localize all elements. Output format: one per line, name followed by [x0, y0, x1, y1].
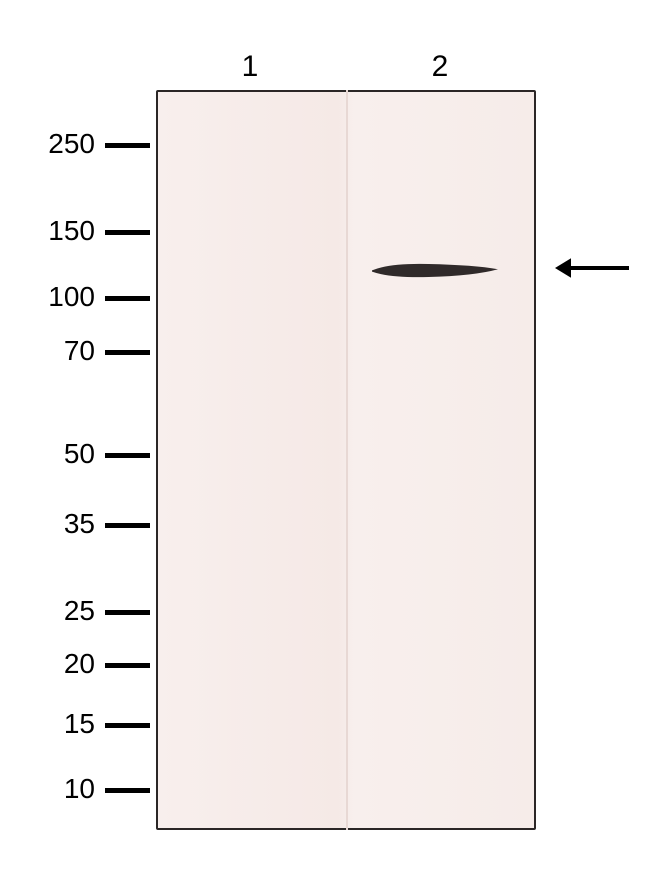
mw-label-3: 70 [15, 335, 95, 367]
protein-band-lane2 [370, 261, 500, 281]
mw-tick-4 [105, 453, 150, 458]
mw-tick-5 [105, 523, 150, 528]
mw-label-1: 150 [15, 215, 95, 247]
mw-tick-2 [105, 296, 150, 301]
mw-label-6: 25 [15, 595, 95, 627]
mw-tick-8 [105, 723, 150, 728]
lane-label-2: 2 [420, 50, 460, 84]
mw-label-4: 50 [15, 438, 95, 470]
mw-tick-0 [105, 143, 150, 148]
mw-tick-9 [105, 788, 150, 793]
mw-label-2: 100 [15, 281, 95, 313]
lane-label-1: 1 [230, 50, 270, 84]
lane-divider [346, 90, 348, 830]
mw-tick-1 [105, 230, 150, 235]
mw-label-0: 250 [15, 128, 95, 160]
mw-tick-7 [105, 663, 150, 668]
band-indicator-arrow-icon [553, 252, 631, 284]
mw-tick-6 [105, 610, 150, 615]
mw-tick-3 [105, 350, 150, 355]
mw-label-8: 15 [15, 708, 95, 740]
mw-label-7: 20 [15, 648, 95, 680]
figure-container: 1 2 250 150 100 70 50 35 25 20 15 10 [0, 0, 650, 870]
mw-label-9: 10 [15, 773, 95, 805]
mw-label-5: 35 [15, 508, 95, 540]
